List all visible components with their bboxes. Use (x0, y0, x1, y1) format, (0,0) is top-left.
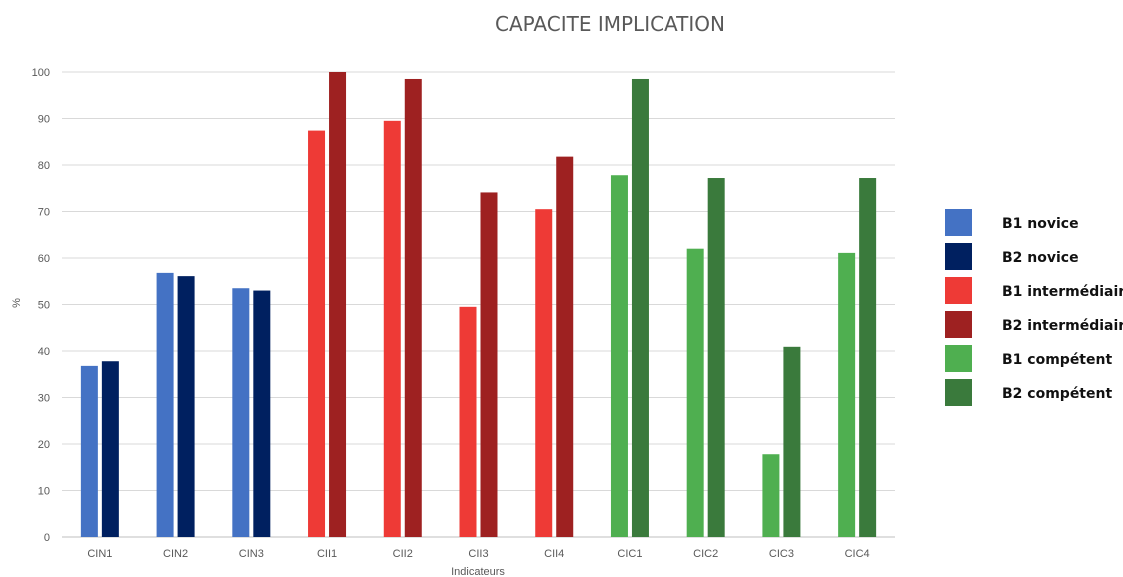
bar-cic2-b2-comp-tent (707, 178, 725, 537)
bar-cic3-b1-comp-tent (762, 454, 780, 537)
x-tick-label: CII3 (468, 548, 488, 560)
bar-cin1-b1-novice (80, 365, 98, 537)
x-tick-label: CII1 (317, 548, 337, 560)
bar-cii1-b2-interm-diaire (329, 72, 347, 537)
legend-label: B1 compétent (1002, 352, 1112, 368)
y-tick-label: 60 (38, 253, 50, 265)
x-tick-label: CII4 (544, 548, 564, 560)
x-tick-label: CIC4 (845, 548, 870, 560)
x-tick-label: CIC2 (693, 548, 718, 560)
bar-cii2-b2-interm-diaire (404, 78, 422, 537)
bar-cic1-b2-comp-tent (631, 78, 649, 537)
bar-cic4-b2-comp-tent (859, 178, 877, 537)
y-tick-label: 0 (44, 532, 50, 544)
y-tick-label: 100 (32, 67, 50, 79)
bar-cii2-b1-interm-diaire (383, 120, 401, 537)
bar-cii3-b2-interm-diaire (480, 192, 498, 537)
y-axis-ticks: 0 10 20 30 40 50 60 70 80 90 100 (32, 67, 50, 544)
bar-cii4-b2-interm-diaire (556, 156, 574, 537)
y-tick-label: 20 (38, 439, 50, 451)
legend-swatch (945, 277, 972, 304)
legend-swatch (945, 311, 972, 338)
y-tick-label: 90 (38, 114, 50, 126)
legend: B1 novice B2 novice B1 intermédiaire B2 int… (945, 209, 1123, 406)
legend-label: B1 novice (1002, 216, 1079, 232)
gridlines (62, 71, 895, 538)
bar-cin3-b1-novice (232, 288, 250, 537)
y-tick-label: 40 (38, 346, 50, 358)
x-tick-label: CII2 (393, 548, 413, 560)
bar-cic1-b1-comp-tent (610, 175, 628, 538)
bar-cin1-b2-novice (101, 361, 119, 537)
bar-cii1-b1-interm-diaire (308, 130, 326, 537)
y-axis-label: % (11, 298, 23, 308)
x-tick-label: CIN2 (163, 548, 188, 560)
y-tick-label: 50 (38, 300, 50, 312)
bar-cic4-b1-comp-tent (838, 252, 856, 537)
legend-swatch (945, 243, 972, 270)
bar-cin2-b1-novice (156, 272, 174, 537)
x-tick-label: CIN3 (239, 548, 264, 560)
legend-label: B1 intermédiaire (1002, 284, 1123, 300)
x-tick-label: CIC1 (617, 548, 642, 560)
x-tick-label: CIN1 (87, 548, 112, 560)
x-axis-label: Indicateurs (451, 566, 505, 577)
bars (80, 72, 877, 538)
legend-label: B2 novice (1002, 250, 1079, 266)
chart-title: CAPACITE IMPLICATION (495, 12, 725, 36)
legend-swatch (945, 379, 972, 406)
y-tick-label: 30 (38, 393, 50, 405)
bar-cic2-b1-comp-tent (686, 248, 704, 537)
bar-cin3-b2-novice (253, 290, 271, 537)
legend-swatch (945, 345, 972, 372)
legend-label: B2 intermédiaire (1002, 318, 1123, 334)
bar-cii4-b1-interm-diaire (535, 209, 553, 538)
y-tick-label: 70 (38, 207, 50, 219)
x-tick-label: CIC3 (769, 548, 794, 560)
y-tick-label: 80 (38, 160, 50, 172)
legend-label: B2 compétent (1002, 386, 1112, 402)
bar-cii3-b1-interm-diaire (459, 306, 477, 537)
x-axis-ticks: CIN1 CIN2 CIN3 CII1 CII2 CII3 CII4 CIC1 CIC2 CIC3… (87, 548, 869, 560)
legend-swatch (945, 209, 972, 236)
bar-cin2-b2-novice (177, 276, 195, 537)
bar-cic3-b2-comp-tent (783, 346, 801, 537)
y-tick-label: 10 (38, 486, 50, 498)
